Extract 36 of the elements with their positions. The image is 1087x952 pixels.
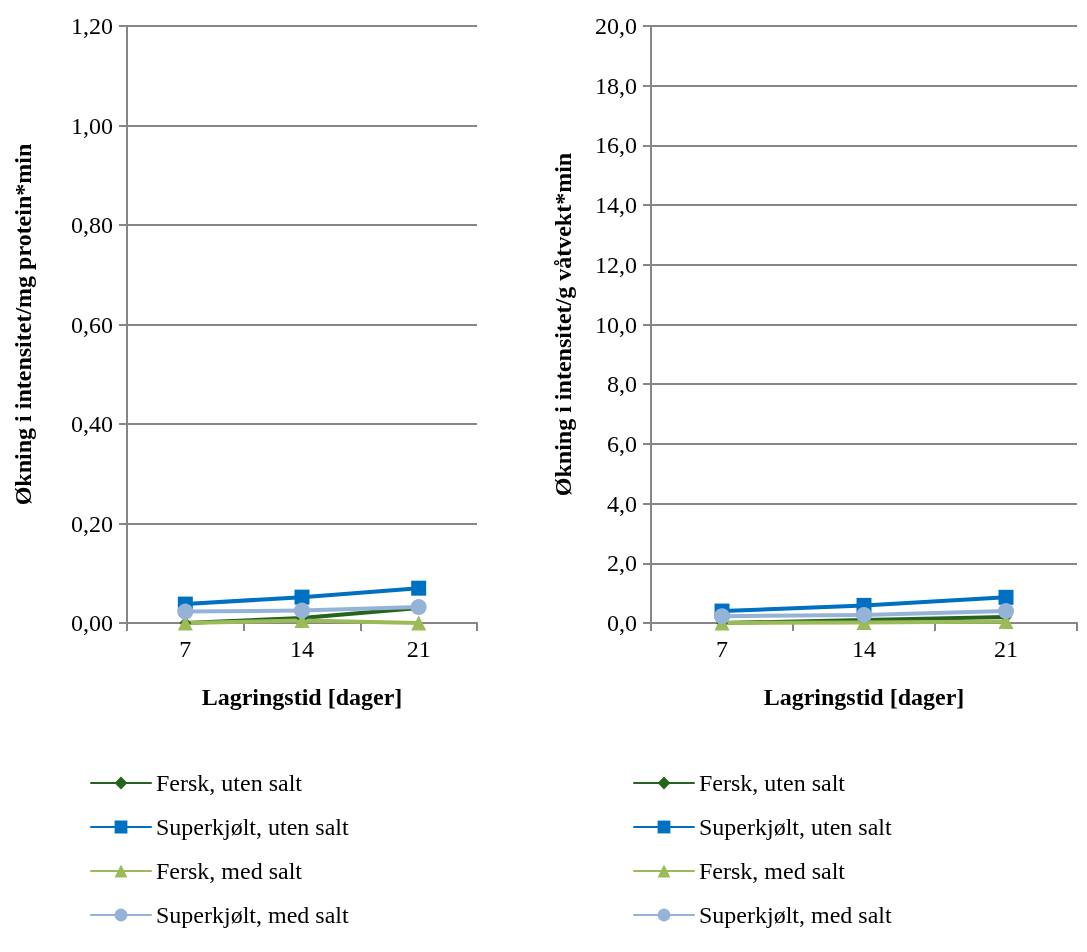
- y-tick-label: 10,0: [595, 311, 637, 338]
- y-tick-label: 4,0: [607, 490, 637, 517]
- y-tick-label: 0,00: [71, 610, 113, 636]
- x-tick-label: 21: [994, 636, 1018, 662]
- legend-label: Superkjølt, med salt: [156, 902, 349, 928]
- x-tick-label: 7: [179, 636, 192, 662]
- y-tick-label: 8,0: [607, 371, 637, 398]
- x-axis-title: Lagringstid [dager]: [763, 684, 965, 710]
- y-axis-title: Økning i intensitet/mg protein*min: [10, 143, 36, 506]
- legend-label: Fersk, uten salt: [156, 770, 303, 796]
- y-tick-label: 0,20: [71, 510, 113, 537]
- y-tick-label: 0,40: [71, 411, 113, 437]
- y-tick-label: 0,80: [71, 212, 113, 238]
- legend-label: Superkjølt, med salt: [699, 902, 892, 928]
- x-axis-title: Lagringstid [dager]: [201, 684, 403, 710]
- y-tick-label: 18,0: [595, 72, 637, 99]
- y-tick-label: 12,0: [595, 251, 637, 278]
- y-tick-label: 1,00: [71, 112, 113, 139]
- legend-label: Fersk, med salt: [156, 858, 303, 884]
- y-axis-title: Økning i intensitet/g våtvekt*min: [550, 152, 576, 497]
- legend-label: Fersk, med salt: [699, 858, 846, 884]
- y-tick-label: 16,0: [595, 132, 637, 159]
- legend-label: Fersk, uten salt: [699, 770, 846, 796]
- x-tick-label: 14: [290, 636, 314, 662]
- legend-label: Superkjølt, uten salt: [156, 814, 349, 840]
- x-tick-label: 14: [852, 636, 876, 662]
- x-tick-label: 21: [406, 636, 431, 662]
- y-tick-label: 2,0: [607, 550, 637, 577]
- y-tick-label: 20,0: [595, 13, 637, 39]
- y-tick-label: 1,20: [71, 13, 113, 39]
- y-tick-label: 0,0: [607, 610, 637, 636]
- y-tick-label: 0,60: [71, 311, 113, 338]
- x-tick-label: 7: [716, 636, 728, 662]
- y-tick-label: 6,0: [607, 430, 637, 457]
- legend-label: Superkjølt, uten salt: [699, 814, 892, 840]
- y-tick-label: 14,0: [595, 192, 637, 219]
